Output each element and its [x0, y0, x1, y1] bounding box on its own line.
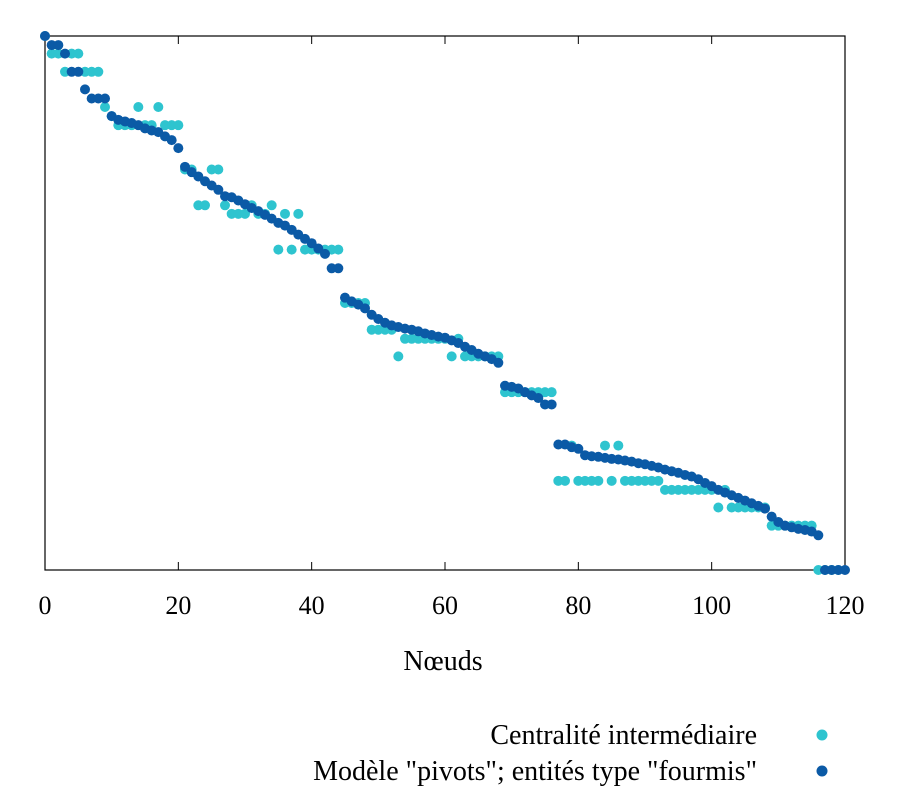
series-1-point-108 — [760, 503, 770, 514]
series-0-point-35 — [273, 244, 284, 255]
legend-marker-1 — [816, 765, 828, 777]
series-0-point-27 — [220, 200, 230, 211]
series-0-point-38 — [293, 208, 304, 219]
series-1-point-120 — [840, 565, 850, 575]
series-1-point-109 — [766, 511, 777, 522]
series-1-point-48 — [360, 303, 370, 314]
series-1-point-0 — [40, 31, 50, 41]
series-1-point-76 — [546, 399, 557, 410]
series-1-point-44 — [333, 263, 344, 274]
series-1-point-80 — [573, 443, 584, 454]
series-0-point-83 — [593, 475, 604, 486]
series-0-point-53 — [393, 351, 404, 362]
legend-label-0: Centralité intermédiaire — [490, 720, 757, 751]
series-0-point-34 — [266, 200, 277, 211]
series-1-point-21 — [180, 161, 190, 172]
series-1-point-26 — [213, 184, 224, 195]
series-1-point-41 — [313, 243, 324, 254]
series-0-point-86 — [613, 440, 624, 451]
series-0-point-24 — [200, 200, 210, 211]
series-1-point-3 — [60, 48, 70, 59]
series-1-point-5 — [73, 66, 84, 77]
x-tick-label-0: 0 — [39, 591, 52, 620]
series-0-point-5 — [73, 48, 84, 59]
series-0-point-26 — [213, 164, 224, 175]
series-0-point-14 — [133, 102, 144, 113]
series-0-point-61 — [446, 351, 457, 362]
series-0-point-9 — [100, 102, 110, 113]
data-points — [40, 31, 850, 575]
series-1-point-6 — [80, 84, 90, 95]
series-1-point-19 — [166, 135, 177, 146]
legend-marker-0 — [816, 729, 828, 741]
x-tick-label-1: 20 — [165, 591, 191, 620]
series-0-point-20 — [173, 120, 184, 131]
series-1-point-40 — [306, 238, 317, 249]
series-1-point-74 — [533, 393, 544, 404]
series-1-point-2 — [53, 40, 64, 51]
x-tick-label-5: 100 — [692, 591, 731, 620]
series-0-point-30 — [240, 208, 250, 219]
series-0-point-92 — [653, 475, 664, 486]
series-0-point-78 — [560, 475, 570, 486]
series-0-point-76 — [546, 387, 557, 398]
x-tick-label-4: 80 — [565, 591, 591, 620]
series-0-point-17 — [153, 102, 164, 113]
x-tick-label-6: 120 — [826, 591, 865, 620]
series-1-points — [40, 31, 850, 575]
series-0-point-36 — [280, 208, 290, 219]
series-1-point-20 — [173, 143, 184, 154]
series-0-point-44 — [333, 244, 344, 255]
x-axis-ticks: 0 20 40 60 80 100 120 — [39, 36, 865, 620]
series-0-point-37 — [286, 244, 297, 255]
series-1-point-42 — [320, 248, 330, 259]
x-axis-title: Nœuds — [403, 646, 482, 677]
x-tick-label-3: 60 — [432, 591, 458, 620]
x-tick-label-2: 40 — [299, 591, 325, 620]
legend-label-1: Modèle "pivots"; entités type "fourmis" — [313, 756, 757, 787]
series-1-point-116 — [813, 530, 824, 541]
series-1-point-68 — [493, 357, 504, 368]
legend: Centralité intermédiaire Modèle "pivots"… — [313, 720, 828, 787]
series-0-point-85 — [606, 475, 617, 486]
series-0-point-84 — [600, 440, 610, 451]
series-0-point-8 — [93, 66, 104, 77]
series-1-point-9 — [100, 93, 110, 104]
series-0-point-101 — [713, 502, 724, 513]
